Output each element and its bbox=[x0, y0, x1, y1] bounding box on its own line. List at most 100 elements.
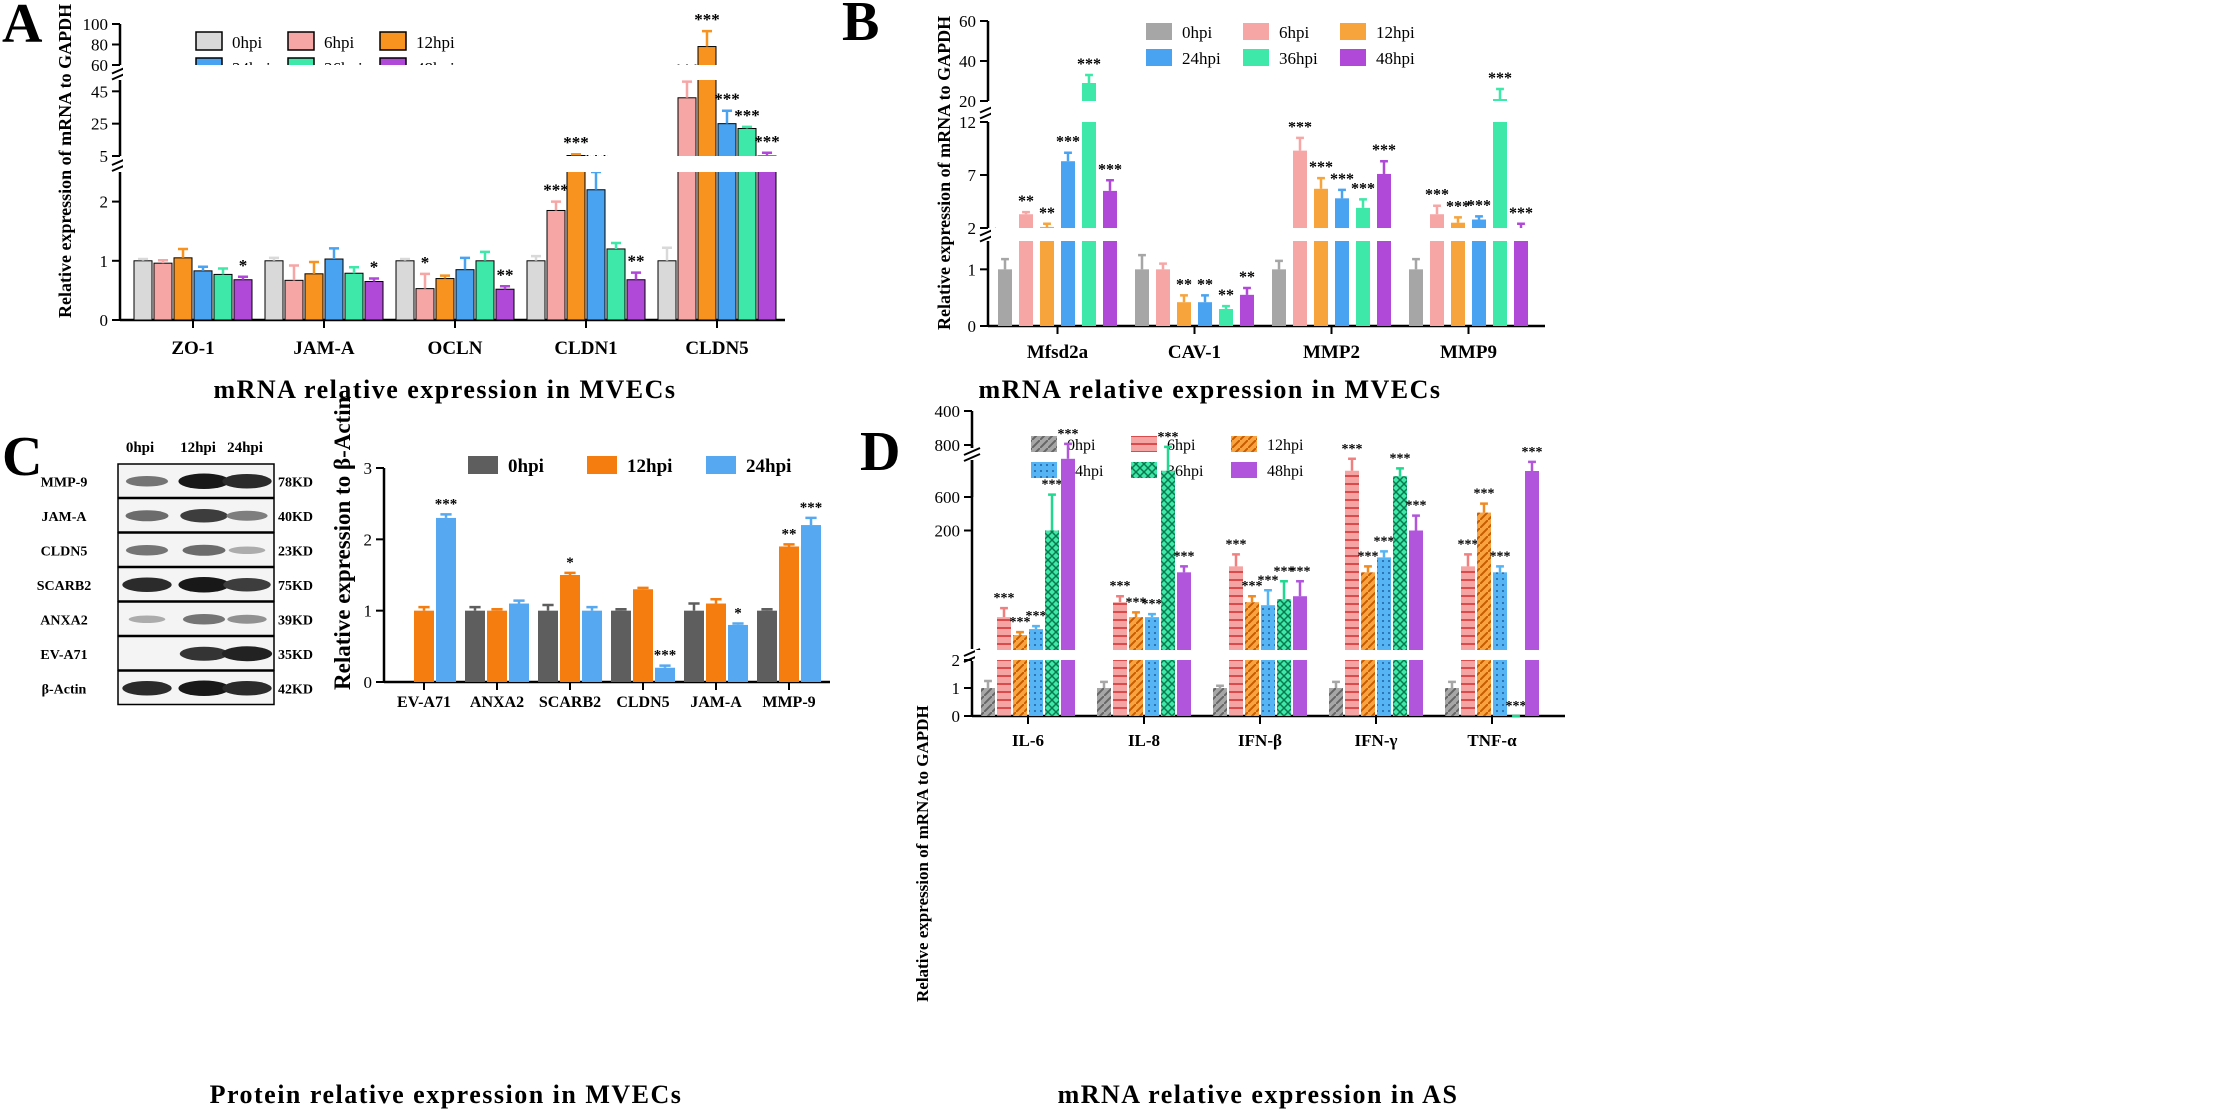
x-tick-label-il-6: IL-6 bbox=[1012, 731, 1044, 750]
significance-label: *** bbox=[1330, 171, 1354, 188]
axis-break-band bbox=[123, 65, 785, 80]
bar-tnf-6hpi bbox=[1461, 566, 1475, 716]
error-bar bbox=[1116, 594, 1124, 603]
error-bar bbox=[1364, 565, 1372, 573]
significance-label: *** bbox=[1351, 180, 1375, 197]
bar-cldn1-24hpi bbox=[586, 189, 606, 321]
legend-label-12hpi: 12hpi bbox=[627, 456, 672, 477]
legend-swatch-6hpi bbox=[1131, 436, 1157, 452]
blot-band bbox=[228, 546, 266, 554]
y-tick-label: 600 bbox=[935, 488, 961, 507]
bar-jam-a-0hpi bbox=[684, 610, 704, 682]
y-tick-label: 800 bbox=[935, 436, 961, 455]
error-bar bbox=[1454, 216, 1462, 223]
y-tick-label: 3 bbox=[364, 459, 373, 478]
significance-label: *** bbox=[435, 496, 458, 512]
bar-mfsd2a-48hpi bbox=[1103, 190, 1117, 326]
bar-mmp-9-24hpi bbox=[801, 525, 821, 682]
y-tick-label: 2 bbox=[968, 219, 977, 238]
legend-label-24hpi: 24hpi bbox=[746, 456, 791, 477]
blot-time-label-24hpi: 24hpi bbox=[227, 440, 263, 456]
error-bar bbox=[590, 170, 602, 190]
legend-swatch-6hpi bbox=[287, 31, 315, 51]
error-bar bbox=[368, 277, 380, 282]
blot-band bbox=[122, 681, 172, 696]
significance-label: * bbox=[734, 606, 742, 622]
blot-band bbox=[227, 614, 267, 624]
bar-ifn-12hpi bbox=[1361, 572, 1375, 716]
bar-mmp2-24hpi bbox=[1335, 198, 1349, 326]
significance-label: *** bbox=[1226, 537, 1247, 552]
bar-mfsd2a-36hpi bbox=[1082, 83, 1096, 326]
error-bar bbox=[197, 265, 209, 271]
panel-d-ylabel: Relative expression of mRNA to GAPDH bbox=[913, 705, 932, 1002]
error-bar bbox=[237, 275, 249, 280]
x-tick-label-mmp9: MMP9 bbox=[1440, 342, 1497, 363]
significance-label: *** bbox=[1174, 549, 1195, 564]
error-bar bbox=[459, 256, 471, 270]
error-bar bbox=[469, 605, 481, 611]
error-bar bbox=[1085, 73, 1093, 83]
axis-break-band bbox=[991, 101, 1545, 122]
error-bar bbox=[688, 602, 700, 611]
error-bar bbox=[1433, 204, 1441, 215]
error-bar bbox=[1216, 684, 1224, 688]
panel-c-axes: 0 1 2 3 EV-A71 ANXA2 SCARB2 CLDN5 JAM-A MMP-9 bbox=[364, 459, 830, 711]
bar-il-8-36hpi bbox=[1161, 470, 1175, 716]
significance-label: *** bbox=[654, 648, 677, 664]
significance-label: ** bbox=[1239, 269, 1255, 286]
y-tick-label: 80 bbox=[91, 36, 108, 55]
error-bar bbox=[570, 152, 582, 156]
error-bar bbox=[1528, 460, 1536, 471]
bar-jam-a-36hpi bbox=[344, 272, 364, 321]
blot-weight-label-jam-a: 40KD bbox=[278, 510, 313, 525]
error-bar bbox=[1180, 294, 1188, 303]
panel-c-xtitle: Protein relative expression in MVECs bbox=[210, 1080, 683, 1109]
bar-scarb2-12hpi bbox=[560, 575, 580, 682]
error-bar bbox=[805, 516, 817, 526]
y-tick-label: 2 bbox=[952, 651, 961, 670]
bar-il-8-0hpi bbox=[1097, 688, 1111, 716]
significance-label: *** bbox=[1042, 478, 1063, 493]
legend-swatch-0hpi bbox=[1146, 23, 1172, 40]
bar-cldn5-0hpi bbox=[611, 610, 631, 682]
legend-label-24hpi: 24hpi bbox=[1067, 463, 1104, 480]
significance-label: *** bbox=[800, 500, 823, 516]
y-tick-label: 0 bbox=[968, 317, 977, 336]
error-bar bbox=[550, 200, 562, 211]
y-tick-label: 2 bbox=[364, 530, 373, 549]
bar-cav-1-24hpi bbox=[1198, 302, 1212, 326]
significance-label: ** bbox=[1018, 193, 1034, 210]
error-bar bbox=[1148, 612, 1156, 618]
error-bar bbox=[1180, 565, 1188, 573]
significance-label: *** bbox=[1056, 134, 1080, 151]
blot-band bbox=[178, 473, 230, 489]
panel-c-ylabel: Relative expression to β-Actin bbox=[330, 396, 355, 690]
error-bar bbox=[661, 246, 673, 261]
error-bar bbox=[1348, 457, 1356, 471]
legend-label-0hpi: 0hpi bbox=[232, 33, 263, 52]
significance-label: *** bbox=[1288, 119, 1312, 136]
blot-protein-label-anxa2: ANXA2 bbox=[40, 613, 87, 628]
blot-protein-label-jam-a: JAM-A bbox=[41, 510, 87, 525]
legend-swatch-24hpi bbox=[1031, 462, 1057, 478]
bar-mmp9-12hpi bbox=[1451, 222, 1465, 326]
legend-label-6hpi: 6hpi bbox=[1167, 437, 1196, 454]
error-bar bbox=[564, 571, 576, 575]
bar-cldn5-12hpi bbox=[697, 46, 717, 321]
error-bar bbox=[1264, 589, 1272, 606]
error-bar bbox=[157, 258, 169, 264]
significance-label: *** bbox=[1274, 564, 1295, 579]
bar-il-6-0hpi bbox=[981, 688, 995, 716]
x-tick-label-mmp-9: MMP-9 bbox=[762, 694, 815, 711]
bar-zo-1-36hpi bbox=[213, 273, 233, 321]
significance-label: ** bbox=[628, 252, 645, 271]
bar-il-8-48hpi bbox=[1177, 572, 1191, 716]
bar-ocln-36hpi bbox=[475, 260, 495, 321]
bar-mfsd2a-24hpi bbox=[1061, 161, 1075, 326]
error-bar bbox=[1201, 294, 1209, 303]
y-tick-label: 1 bbox=[364, 602, 373, 621]
error-bar bbox=[1159, 262, 1167, 270]
error-bar bbox=[1496, 565, 1504, 573]
